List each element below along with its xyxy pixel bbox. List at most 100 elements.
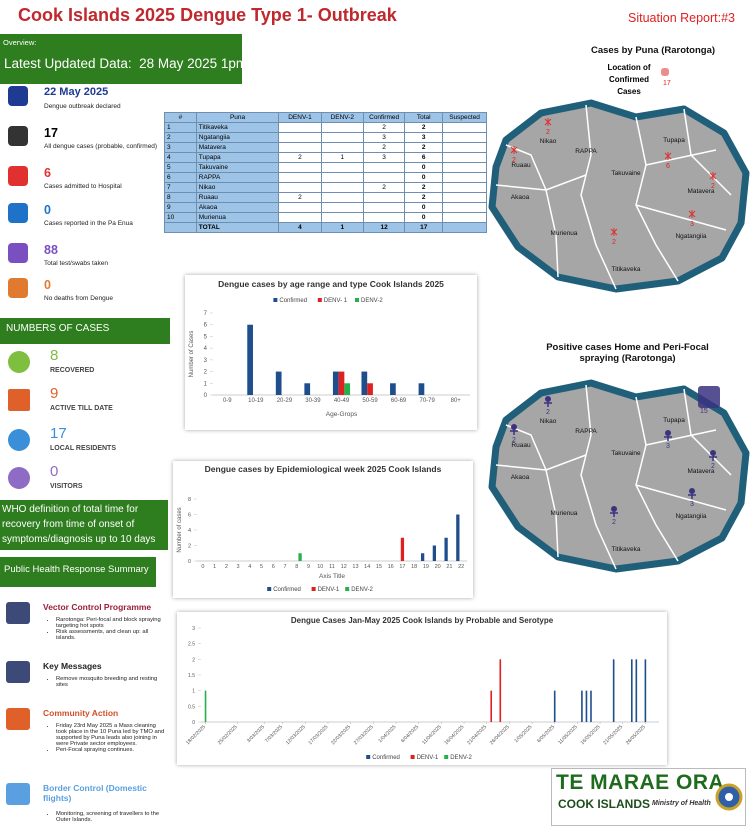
y-tick-label: 2.5 <box>188 642 195 648</box>
table-cell: Tupapa <box>195 152 280 163</box>
mosquito-icon <box>664 152 672 160</box>
stat-value: 0 <box>44 278 51 292</box>
legend-label: Confirmed <box>372 755 400 761</box>
x-tick-label: 21 <box>446 564 452 570</box>
table-cell: 4 <box>164 152 197 163</box>
logo-country: COOK ISLANDS <box>558 797 651 811</box>
case-value: 9 <box>50 385 59 402</box>
table-cell: 3 <box>404 132 444 143</box>
x-tick-label: 11/05/2025 <box>557 724 579 746</box>
stat-icon <box>8 166 28 186</box>
mosquito-icon <box>688 210 696 218</box>
bar <box>367 383 373 395</box>
table-cell: 0 <box>404 162 444 173</box>
case-count: 2 <box>512 157 516 164</box>
x-tick-label: 19 <box>423 564 429 570</box>
legend-label: DENV-2 <box>351 587 373 593</box>
table-cell <box>442 122 487 133</box>
bar <box>456 514 460 561</box>
legend-icon <box>661 68 669 76</box>
x-tick-label: 20 <box>435 564 441 570</box>
bar <box>390 383 396 395</box>
x-tick-label: 40-49 <box>334 398 350 404</box>
response-heading: Key Messages <box>43 661 102 671</box>
table-row: 7 Nikao 2 2 <box>164 182 487 193</box>
x-tick-label: 26/04/2025 <box>489 724 511 746</box>
table-cell: 0 <box>404 212 444 223</box>
x-tick-label: 11/04/2025 <box>421 724 443 746</box>
table-cell <box>278 172 322 183</box>
legend-swatch <box>273 298 278 302</box>
table-cell <box>278 142 322 153</box>
stat-label: Cases admitted to Hospital <box>44 183 122 190</box>
x-axis-label: Age-Grops <box>326 411 358 418</box>
logo: TE MARAE ORA COOK ISLANDS Ministry of He… <box>551 768 746 826</box>
bar <box>275 371 282 395</box>
chart-card: Dengue Cases Jan-May 2025 Cook Islands b… <box>177 612 667 765</box>
y-tick-label: 3 <box>192 626 195 632</box>
spray-icon <box>664 436 672 441</box>
legend-swatch <box>267 587 272 591</box>
table-cell: 17 <box>404 222 444 233</box>
case-value: 0 <box>50 463 59 480</box>
header-cell: # <box>164 112 197 123</box>
table-row: 8 Ruaau 2 2 <box>164 192 487 203</box>
y-tick-label: 0 <box>204 393 208 399</box>
table-cell <box>442 182 487 193</box>
bullet-list: Rarotonga: Peri-focal and block spraying… <box>48 617 168 641</box>
table-cell: 6 <box>164 172 197 183</box>
legend-swatch <box>355 298 359 302</box>
case-label: LOCAL RESIDENTS <box>50 445 116 452</box>
bar <box>644 659 647 722</box>
legend-label: Confirmed <box>273 587 301 593</box>
table-cell <box>442 172 487 183</box>
stat-icon <box>8 278 28 298</box>
table-cell: 2 <box>278 152 322 163</box>
region-label: Titikaveka <box>611 546 640 553</box>
y-tick-label: 1.5 <box>188 673 195 679</box>
table-cell: 5 <box>164 162 197 173</box>
y-tick-label: 0.5 <box>188 704 195 710</box>
y-tick-label: 5 <box>204 334 208 340</box>
header-cell: Confirmed <box>362 112 406 123</box>
table-cell: 6 <box>404 152 444 163</box>
chart-title: Dengue cases by age range and type Cook … <box>218 279 444 289</box>
region-label: Murienua <box>550 510 577 517</box>
x-tick-label: 0-9 <box>223 398 232 404</box>
case-icon <box>8 389 30 411</box>
table-cell <box>362 172 406 183</box>
bar <box>635 659 638 722</box>
table-cell <box>442 162 487 173</box>
legend-label: DENV-1 <box>417 755 439 761</box>
table-cell: Takuvaine <box>195 162 280 173</box>
y-tick-label: 8 <box>188 497 191 503</box>
bullet: Rarotonga: Peri-focal and block spraying… <box>56 617 168 629</box>
bar <box>630 659 633 722</box>
x-tick-label: 8 <box>295 564 298 570</box>
x-tick-label: 3 <box>237 564 240 570</box>
response-heading: Vector Control Programme <box>43 602 152 612</box>
table-row: 5 Takuvaine 0 <box>164 162 487 173</box>
chart-card: Dengue cases by Epidemiological week 202… <box>173 461 473 598</box>
case-count: 3 <box>690 221 694 228</box>
x-tick-label: 14 <box>364 564 370 570</box>
x-tick-label: 12/03/2025 <box>285 724 307 746</box>
table-row: TOTAL 4 1 12 17 <box>164 222 487 233</box>
response-heading: Border Control (Domestic flights) <box>43 783 147 803</box>
legend-swatch <box>444 755 449 759</box>
x-tick-label: 0 <box>201 564 204 570</box>
table-cell: 3 <box>362 132 406 143</box>
table-cell: Murienua <box>195 212 280 223</box>
legend-swatch <box>366 755 371 759</box>
table-cell <box>278 132 322 143</box>
mosquito-icon <box>709 172 717 180</box>
bar <box>204 690 207 722</box>
x-tick-label: 17 <box>399 564 405 570</box>
legend-label: DENV-1 <box>318 587 340 593</box>
header-cell: DENV-1 <box>278 112 322 123</box>
table-cell <box>278 202 322 213</box>
table-cell: Matavera <box>195 142 280 153</box>
bar <box>590 690 592 722</box>
x-tick-label: 1 <box>213 564 216 570</box>
